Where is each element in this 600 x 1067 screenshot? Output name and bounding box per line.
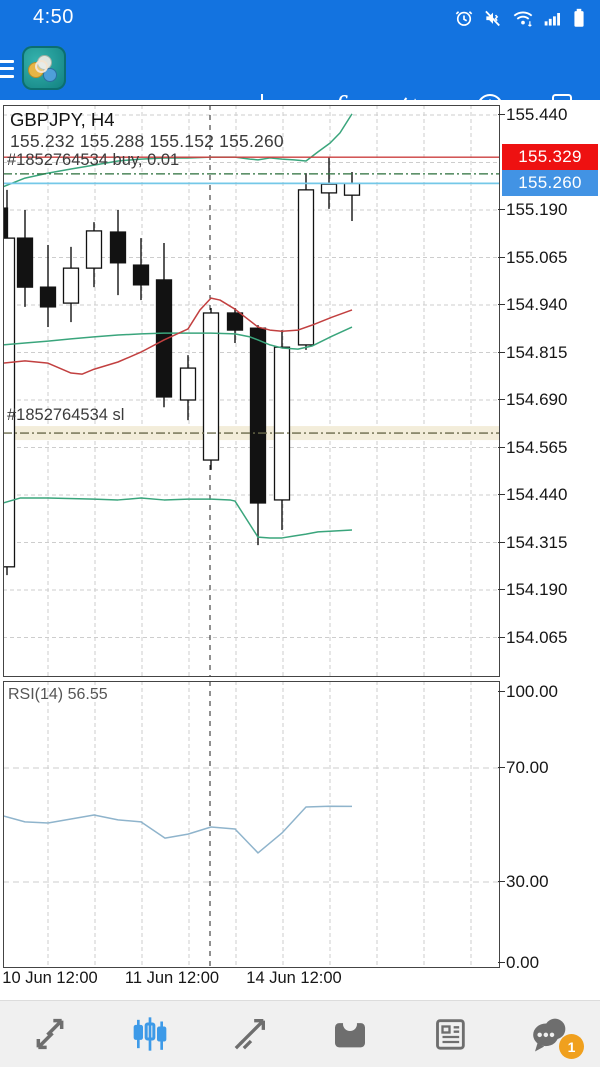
history-tray-icon [330, 1014, 370, 1054]
candle-bearish [155, 243, 173, 408]
bid-price-badge: 155.260 [502, 170, 598, 197]
candle-bearish [16, 210, 34, 307]
candle-bullish [179, 355, 197, 421]
candle-bearish [226, 308, 244, 343]
chart-panel: GBPJPY, H4 155.232 155.288 155.152 155.2… [0, 100, 600, 1000]
ohlc-values: 155.232 155.288 155.152 155.260 [10, 131, 284, 151]
nav-messages-button[interactable]: 1 [514, 1007, 586, 1061]
price-axis-label: 154.940 [497, 295, 568, 314]
rsi-axis-label: 30.00 [498, 872, 549, 891]
nav-history-button[interactable] [314, 1007, 386, 1061]
price-axis-label: 154.815 [497, 342, 568, 362]
ma_red-line [3, 297, 353, 375]
candle-bullish [273, 330, 291, 530]
candle-bullish [297, 173, 315, 350]
time-axis-label: 11 Jun 12:00 [124, 969, 220, 987]
clock-time: 4:50 [33, 6, 74, 28]
main-chart-canvas[interactable] [3, 105, 500, 677]
price-axis-label: 154.065 [497, 627, 568, 647]
band_lower-line [3, 497, 353, 539]
status-bar: 4:50 [0, 0, 600, 37]
nav-news-button[interactable] [414, 1007, 486, 1061]
nav-trade-button[interactable] [214, 1007, 286, 1061]
price-axis-label: 155.065 [497, 247, 568, 267]
price-axis-label: 154.440 [497, 485, 568, 504]
price-axis-label: 154.565 [497, 437, 568, 457]
time-axis-label: 14 Jun 12:00 [246, 969, 342, 987]
rsi-value-line [3, 805, 353, 854]
trade-arrow-icon [230, 1014, 270, 1054]
rsi-axis-label: 0.00 [497, 953, 540, 972]
candle-bearish [249, 325, 267, 546]
candle-bullish [85, 222, 103, 288]
candle-bearish [109, 210, 127, 296]
buy-position-label: #1852764534 buy, 0.01 [7, 151, 180, 169]
price-axis-label: 154.190 [497, 580, 568, 599]
price-axis-label: 155.190 [497, 200, 568, 219]
mute-vibrate-icon [483, 7, 503, 29]
nav-charts-button[interactable] [114, 1007, 186, 1061]
toolbar: f $ [0, 37, 600, 122]
messages-chat-icon [530, 1014, 570, 1054]
logo-blue-coin [43, 68, 57, 82]
main-plot-border [3, 105, 500, 677]
candle-bullish [3, 189, 16, 576]
rsi-plot-border [3, 681, 500, 968]
symbol-title: GBPJPY, H4 [10, 109, 115, 130]
candle-bullish [202, 308, 220, 470]
candle-bearish [132, 238, 150, 301]
candle-bullish [62, 246, 80, 323]
status-icons [454, 7, 586, 29]
wifi-icon [512, 7, 534, 29]
candle-bearish [39, 244, 57, 328]
battery-icon [572, 7, 586, 29]
rsi-chart-canvas[interactable] [3, 681, 500, 968]
time-axis-label: 10 Jun 12:00 [2, 969, 98, 987]
metatrader-logo-icon[interactable] [22, 46, 66, 90]
signal-icon [543, 7, 563, 29]
price-axis-label: 154.690 [497, 390, 568, 409]
unread-count-badge: 1 [559, 1034, 584, 1059]
charts-candles-icon [130, 1014, 170, 1054]
rsi-axis-label: 100.00 [498, 682, 558, 701]
price-axis-label: 154.315 [497, 532, 568, 552]
bottom-nav-bar: 1 [0, 1000, 600, 1067]
news-paper-icon [430, 1014, 470, 1054]
rsi-axis-label: 70.00 [498, 758, 549, 777]
menu-icon[interactable] [0, 55, 14, 81]
logo-lens [35, 60, 48, 73]
quotes-arrows-icon [30, 1014, 70, 1054]
stop-loss-label: #1852764534 sl [7, 406, 125, 424]
alarm-icon [454, 7, 474, 29]
nav-quotes-button[interactable] [14, 1007, 86, 1061]
ask-price-badge: 155.329 [502, 144, 598, 171]
price-axis-label: 155.440 [497, 105, 568, 124]
band_middle-line [3, 326, 353, 350]
candle-bullish [343, 172, 361, 222]
rsi-indicator-label: RSI(14) 56.55 [8, 686, 108, 703]
